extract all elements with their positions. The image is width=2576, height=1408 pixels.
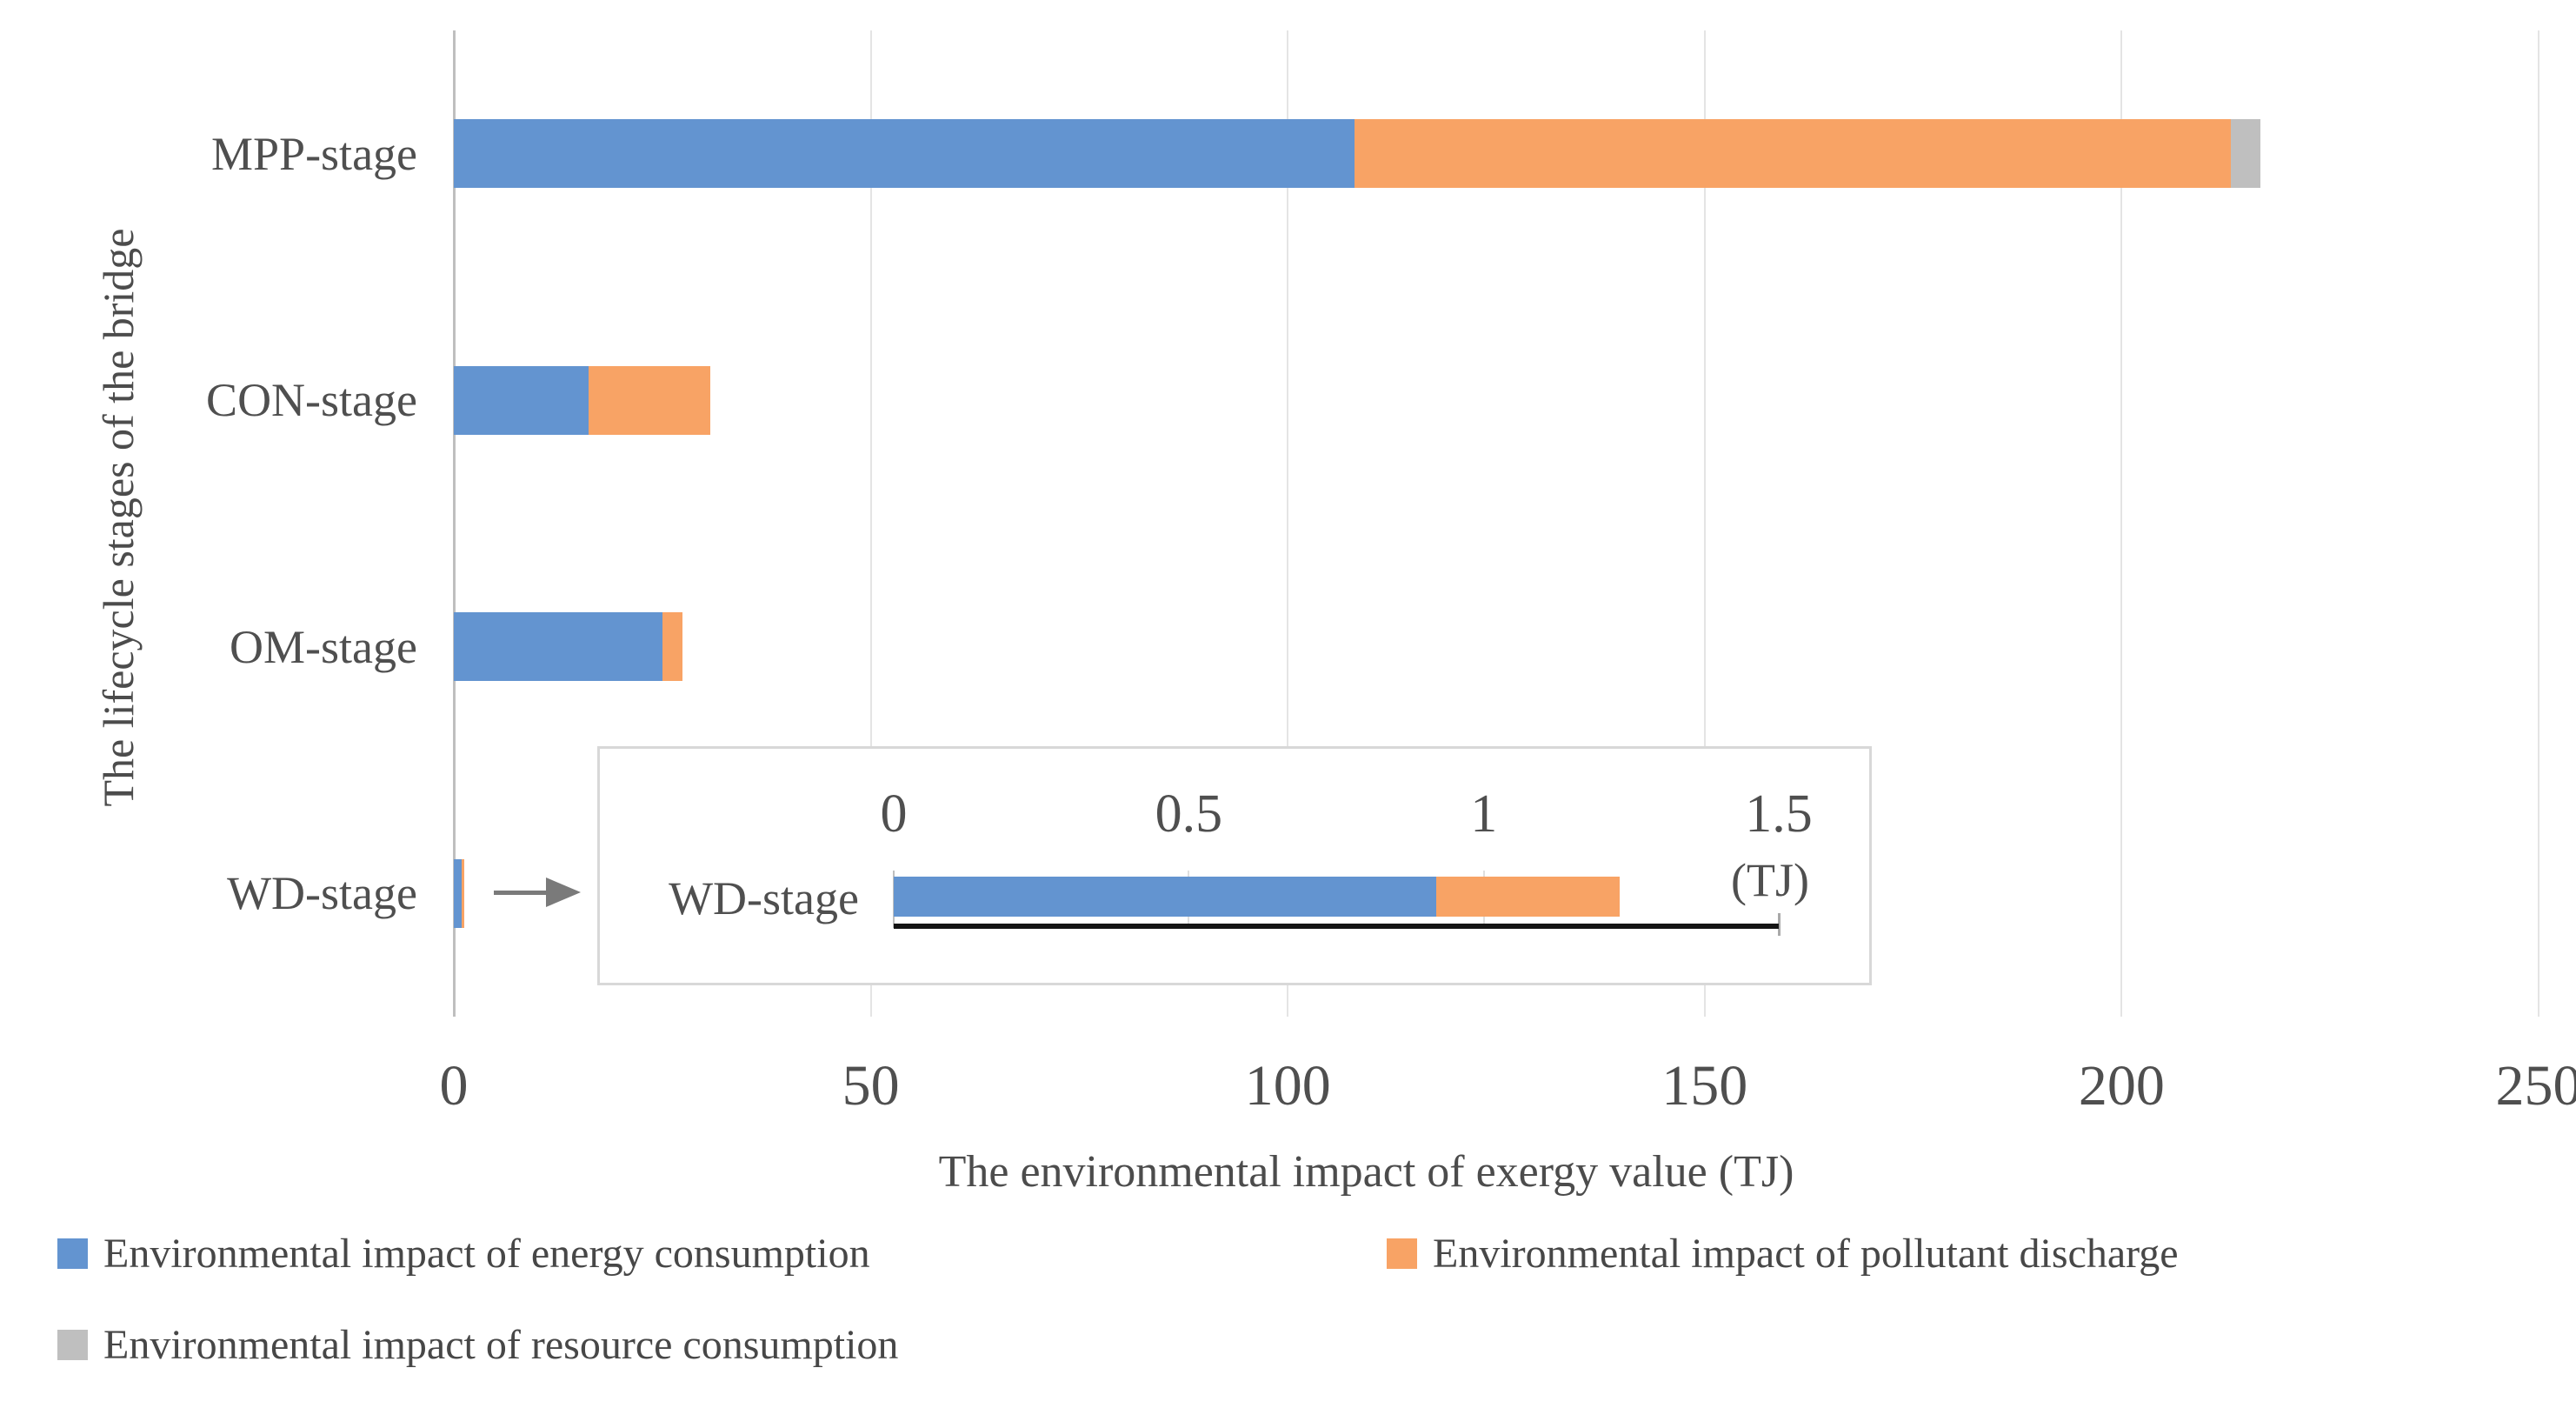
- legend-item-pollutant: Environmental impact of pollutant discha…: [1387, 1230, 2179, 1278]
- inset-tick-label-1.5: 1.5: [1745, 784, 1813, 844]
- category-label-OM-stage: OM-stage: [230, 620, 417, 673]
- gridline-100: [1287, 30, 1289, 1017]
- bar-CON-stage-consumption: [454, 365, 589, 435]
- inset-tick-label-0: 0: [880, 784, 908, 844]
- x-tick-label-50: 50: [842, 1054, 900, 1118]
- legend-swatch-resource: [57, 1330, 88, 1360]
- inset-category-label: WD-stage: [669, 872, 859, 924]
- y-axis-line: [453, 30, 456, 1017]
- plot-area: [453, 30, 2539, 1017]
- legend-item-resource: Environmental impact of resource consump…: [57, 1321, 898, 1369]
- x-tick-label-0: 0: [439, 1054, 469, 1118]
- x-tick-label-150: 150: [1661, 1054, 1748, 1118]
- legend-swatch-energy: [57, 1238, 88, 1269]
- bar-WD-stage-discharge: [461, 858, 464, 928]
- gridline-150: [1703, 30, 1706, 1017]
- bar-OM-stage-discharge: [662, 612, 682, 682]
- legend-swatch-pollutant: [1387, 1238, 1417, 1269]
- zoom-arrow-head: [546, 877, 581, 907]
- legend-label-resource: Environmental impact of resource consump…: [103, 1322, 899, 1368]
- category-label-CON-stage: CON-stage: [206, 374, 417, 427]
- x-tick-label-100: 100: [1244, 1054, 1331, 1118]
- inset-tick-label-1: 1: [1470, 784, 1498, 844]
- inset-tick-label-0.5: 0.5: [1155, 784, 1223, 844]
- x-tick-label-200: 200: [2078, 1054, 2165, 1118]
- inset-chart: 0 0.5 1 1.5 WD-stage (TJ): [597, 746, 1872, 985]
- bar-MPP-stage-consumption: [2231, 119, 2260, 189]
- inset-unit-label: (TJ): [1731, 854, 1809, 906]
- x-tick-label-250: 250: [2495, 1054, 2576, 1118]
- gridline-250: [2538, 30, 2539, 1017]
- inset-bar-segment-1: [1436, 877, 1620, 917]
- bar-MPP-stage-consumption: [454, 119, 1355, 189]
- legend-item-energy: Environmental impact of energy consumpti…: [57, 1230, 870, 1278]
- y-axis-title: The lifecycle stages of the bridge: [94, 228, 143, 807]
- inset-baseline: [894, 924, 1780, 929]
- x-axis-title: The environmental impact of exergy value…: [938, 1147, 1794, 1197]
- category-label-WD-stage: WD-stage: [227, 867, 417, 920]
- inset-bar-segment-0: [894, 877, 1437, 917]
- gridline-50: [869, 30, 872, 1017]
- legend-label-energy: Environmental impact of energy consumpti…: [103, 1231, 870, 1277]
- bar-OM-stage-consumption: [454, 612, 662, 682]
- inset-end-tick: [1778, 913, 1781, 936]
- zoom-arrow-shaft: [494, 891, 549, 895]
- bar-CON-stage-discharge: [589, 365, 711, 435]
- bar-MPP-stage-discharge: [1354, 119, 2232, 189]
- category-label-MPP-stage: MPP-stage: [210, 127, 417, 180]
- gridline-200: [2120, 30, 2123, 1017]
- legend-label-pollutant: Environmental impact of pollutant discha…: [1433, 1231, 2179, 1277]
- bar-WD-stage-consumption: [454, 858, 462, 928]
